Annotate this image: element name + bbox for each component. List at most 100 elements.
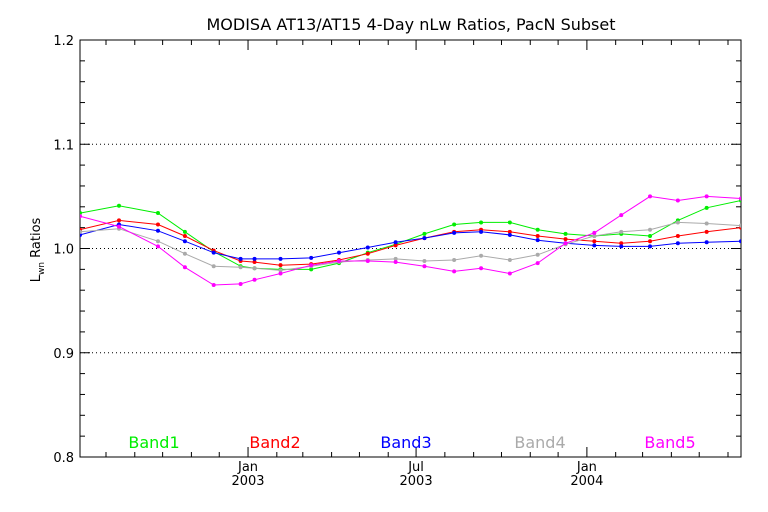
data-point-band2 — [252, 260, 257, 265]
data-point-band2 — [182, 233, 187, 238]
data-point-band3 — [675, 241, 680, 246]
data-point-band1 — [309, 267, 314, 272]
series-layer — [80, 194, 741, 287]
data-point-band5 — [252, 277, 257, 282]
data-point-band4 — [739, 223, 741, 228]
y-axis: 0.8 0.9 1.0 1.1 1.2 — [53, 34, 741, 466]
data-point-band3 — [452, 230, 457, 235]
data-point-band5 — [211, 282, 216, 287]
chart-title: MODISA AT13/AT15 4-Day nLw Ratios, PacN … — [206, 15, 615, 34]
data-point-band1 — [182, 229, 187, 234]
data-point-band5 — [507, 271, 512, 276]
data-point-band3 — [182, 239, 187, 244]
data-point-band4 — [422, 259, 427, 264]
y-axis-label-main: L — [29, 274, 44, 282]
y-tick-label: 0.8 — [53, 451, 74, 466]
x-tick-label-month: Jan — [576, 460, 597, 475]
data-point-band4 — [704, 221, 709, 226]
data-point-band5 — [116, 224, 121, 229]
data-point-band4 — [479, 253, 484, 258]
data-point-band5 — [337, 259, 342, 264]
data-point-band2 — [116, 218, 121, 223]
data-point-band2 — [278, 263, 283, 268]
x-tick-label-year: 2003 — [231, 474, 264, 489]
data-point-band1 — [422, 231, 427, 236]
data-point-band2 — [704, 229, 709, 234]
data-point-band3 — [739, 239, 741, 244]
data-point-band5 — [704, 194, 709, 199]
data-point-band4 — [452, 257, 457, 262]
data-point-band5 — [155, 244, 160, 249]
data-point-band2 — [365, 251, 370, 256]
x-tick-label-month: Jan — [237, 460, 258, 475]
data-point-band4 — [211, 264, 216, 269]
data-point-band4 — [675, 220, 680, 225]
data-point-band3 — [479, 229, 484, 234]
data-point-band4 — [619, 229, 624, 234]
y-tick-label: 1.1 — [53, 138, 74, 153]
data-point-band5 — [278, 271, 283, 276]
data-point-band4 — [648, 227, 653, 232]
data-point-band3 — [211, 250, 216, 255]
data-point-band4 — [155, 239, 160, 244]
data-point-band5 — [535, 261, 540, 266]
data-point-band2 — [592, 239, 597, 244]
legend-band5: Band5 — [644, 433, 695, 452]
data-point-band3 — [309, 255, 314, 260]
data-point-band5 — [182, 265, 187, 270]
data-point-band2 — [507, 229, 512, 234]
x-tick-label-month: Jul — [407, 460, 424, 475]
data-point-band3 — [80, 232, 82, 237]
data-point-band2 — [393, 243, 398, 248]
legend-band4: Band4 — [514, 433, 565, 452]
data-point-band4 — [80, 229, 82, 234]
data-point-band4 — [507, 257, 512, 262]
y-tick-label: 1.0 — [53, 243, 74, 258]
data-point-band5 — [452, 269, 457, 274]
series-line-band4 — [80, 221, 741, 271]
data-point-band2 — [155, 222, 160, 227]
data-point-band5 — [365, 259, 370, 264]
data-point-band3 — [507, 232, 512, 237]
data-point-band3 — [619, 244, 624, 249]
data-point-band1 — [704, 205, 709, 210]
data-point-band1 — [80, 211, 82, 216]
data-point-band2 — [563, 237, 568, 242]
data-point-band5 — [479, 266, 484, 271]
data-point-band1 — [155, 211, 160, 216]
data-point-band4 — [278, 268, 283, 273]
data-point-band5 — [563, 241, 568, 246]
data-point-band3 — [155, 228, 160, 233]
data-point-band1 — [507, 220, 512, 225]
data-point-band2 — [648, 239, 653, 244]
data-point-band4 — [592, 233, 597, 238]
data-point-band2 — [535, 233, 540, 238]
x-tick-label-year: 2003 — [400, 474, 433, 489]
legend-band3: Band3 — [380, 433, 431, 452]
data-point-band4 — [535, 252, 540, 257]
data-point-band3 — [422, 236, 427, 241]
series-band5 — [80, 194, 741, 287]
data-point-band5 — [648, 194, 653, 199]
y-axis-label: Lwn Ratios — [29, 217, 47, 282]
data-point-band3 — [238, 256, 243, 261]
data-point-band5 — [309, 263, 314, 268]
data-point-band1 — [563, 231, 568, 236]
data-point-band1 — [452, 222, 457, 227]
data-point-band1 — [648, 233, 653, 238]
data-point-band4 — [252, 266, 257, 271]
data-point-band3 — [365, 245, 370, 250]
data-point-band4 — [393, 256, 398, 261]
data-point-band1 — [479, 220, 484, 225]
data-point-band2 — [619, 241, 624, 246]
data-point-band5 — [675, 198, 680, 203]
data-point-band3 — [592, 243, 597, 248]
legend-band1: Band1 — [128, 433, 179, 452]
data-point-band3 — [648, 244, 653, 249]
data-point-band4 — [182, 251, 187, 256]
y-axis-label-rest: Ratios — [29, 217, 44, 262]
legend: Band1 Band2 Band3 Band4 Band5 — [128, 433, 695, 452]
data-point-band5 — [80, 214, 82, 219]
